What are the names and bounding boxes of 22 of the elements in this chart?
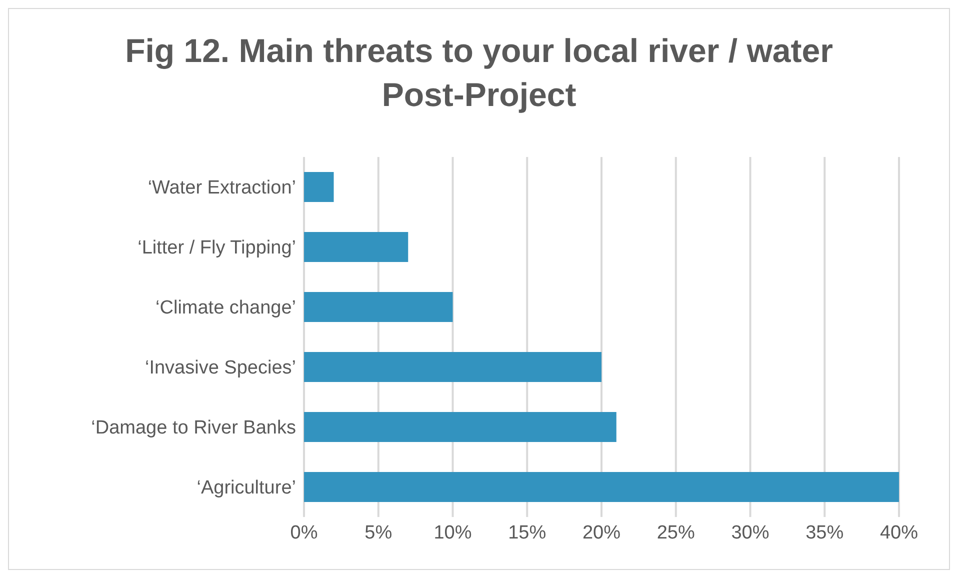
x-tick-label: 30%	[731, 522, 770, 544]
y-tick-label: ‘Damage to River Banks	[91, 418, 296, 439]
x-tick-label: 5%	[364, 522, 392, 544]
bar	[304, 412, 616, 442]
bar	[304, 472, 899, 502]
y-tick-label: ‘Water Extraction’	[148, 178, 296, 199]
x-tick-label: 10%	[434, 522, 472, 544]
x-tick-label: 20%	[582, 522, 621, 544]
bar	[304, 232, 408, 262]
y-tick-label: ‘Invasive Species’	[144, 358, 296, 379]
x-tick-label: 40%	[880, 522, 918, 544]
bar	[304, 352, 602, 382]
bar	[304, 292, 453, 322]
x-tick-label: 25%	[656, 522, 695, 544]
y-tick-label: ‘Litter / Fly Tipping’	[138, 238, 296, 259]
chart-title: Fig 12. Main threats to your local river / water Post-Project	[124, 31, 834, 115]
y-tick-label: ‘Climate change’	[156, 298, 296, 319]
bar	[304, 172, 334, 202]
x-tick-label: 0%	[290, 522, 318, 544]
y-tick-label: ‘Agriculture’	[196, 478, 296, 499]
x-tick-label: 15%	[508, 522, 546, 544]
x-tick-label: 35%	[806, 522, 844, 544]
